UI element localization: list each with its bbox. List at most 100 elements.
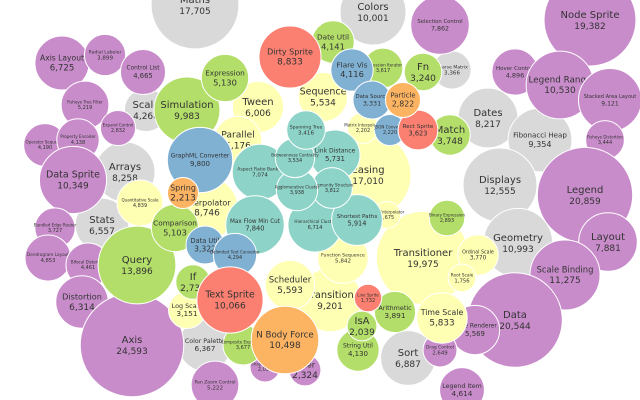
bubble-value: 17,010 [352, 177, 384, 187]
bubble-value: 9,121 [601, 100, 619, 107]
bubble-label: Legend Range [529, 76, 592, 86]
bubble-label: Delimited Text Converter [210, 249, 260, 254]
bubble-value: 20,544 [499, 322, 531, 332]
bubble-value: 1,675 [380, 215, 394, 221]
bubble [447, 263, 477, 293]
bubble [410, 0, 470, 55]
bubble-label: Transitioner [393, 248, 454, 259]
bubble-label: Ordinal Scale [462, 249, 494, 255]
bubble-label: Parallel [221, 130, 254, 141]
bubble-value: 3,891 [384, 311, 405, 320]
bubble-label: Shortest Paths [337, 214, 378, 220]
bubble-value: 2,039 [349, 328, 375, 338]
bubble-label: Query [122, 255, 152, 266]
bubble-value: 2,324 [292, 371, 318, 381]
bubble-label: Layout [591, 232, 625, 243]
bubble [353, 283, 383, 313]
bubble-label: Dates [473, 108, 502, 119]
bubble-label: Data Util [191, 237, 220, 245]
bubble-label: Interpolator [183, 199, 231, 208]
bubble-value: 4,116 [340, 69, 364, 79]
bubble-value: 2,220 [383, 130, 397, 136]
bubble-value: 5,593 [277, 286, 303, 296]
bubble-label: Transition [305, 290, 353, 301]
bubble-label: Max Flow Min Cut [230, 219, 281, 225]
bubble-label: Geometry [493, 233, 543, 244]
bubble-value: 2,732 [180, 284, 206, 294]
bubble-value: 3,366 [444, 70, 460, 76]
bubble-value: 20,859 [569, 197, 601, 207]
bubble-label: Legend Item [442, 383, 481, 390]
bubble-label: Scale [133, 100, 160, 111]
bubble-value: 6,725 [50, 63, 75, 73]
bubble-value: 1,732 [361, 298, 375, 304]
bubble-value: 10,530 [544, 86, 576, 96]
bubble-value: 7,862 [431, 25, 449, 32]
bubble-label: Dirty Sprite [267, 48, 313, 57]
bubble-value: 5,130 [213, 77, 237, 87]
bubble-value: 6,714 [308, 225, 324, 231]
bubble-value: 4,839 [133, 203, 147, 209]
bubble [119, 48, 167, 96]
bubble-label: Fn [417, 62, 429, 73]
bubble-label: Expression Iterator [364, 62, 402, 67]
bubble-label: Expand Control [103, 122, 134, 127]
bubble-value: 4,853 [41, 258, 56, 264]
bubble-value: 2,213 [170, 194, 196, 204]
bubble-value: 5,569 [465, 330, 485, 338]
bubble-value: 5,176 [225, 141, 251, 151]
bubble-value: 6,367 [195, 344, 216, 353]
bubble-value: 3,748 [437, 137, 463, 147]
bubble-value: 8,258 [112, 174, 138, 184]
bubble-label: Sort [398, 348, 419, 359]
bubble-value: 3,331 [363, 99, 381, 107]
bubble-value: 3,938 [290, 190, 304, 196]
bubble-value: 5,833 [429, 319, 454, 329]
bubble-label: N Body Force [256, 331, 313, 341]
bubble-label: Selection Control [417, 19, 462, 25]
bubble [99, 109, 137, 147]
bubble-value: 3,240 [410, 74, 436, 84]
bubble-value: 7,074 [252, 172, 268, 178]
bubble-value: 10,066 [214, 302, 246, 312]
bubble-label: Axis Layout [40, 53, 84, 62]
bubble-value: 3,534 [288, 158, 302, 164]
bubble-value: 3,812 [325, 188, 339, 194]
bubble [97, 225, 177, 305]
bubble [38, 145, 108, 215]
bubble-value: 2,832 [111, 128, 125, 134]
bubble-value: 4,130 [348, 350, 368, 358]
bubble-label: Line Sprite [357, 292, 379, 297]
bubble-value: 4,190 [38, 145, 52, 151]
bubble [196, 266, 264, 334]
bubble-label: Match [435, 125, 466, 136]
bubble-label: Fisheye Distortion [587, 134, 623, 139]
bubble-label: Quantitative Scale [122, 197, 159, 202]
bubble-label: Arithmetic [378, 304, 412, 312]
bubble [200, 53, 250, 103]
bubble-label: Fibonacci Heap [513, 131, 567, 140]
bubble-label: Community Structure [310, 182, 354, 187]
bubble-value: 3,623 [409, 130, 428, 138]
bubble [150, 0, 240, 50]
bubble-label: Spanning Tree [290, 124, 323, 130]
bubble-value: 8,833 [277, 58, 303, 68]
bubble-value: 9,800 [190, 160, 210, 168]
bubble-label: Control List [127, 66, 161, 72]
bubble [339, 0, 407, 46]
bubble-value: 3,617 [376, 68, 390, 74]
bubble-label: Hover Control [496, 66, 535, 72]
bubble-label: Spring [170, 184, 196, 193]
bubble-label: Bundled Edge Router [34, 222, 77, 227]
bubble-value: 2,202 [356, 128, 370, 134]
bubble-label: Date Util [317, 32, 349, 41]
bubble [190, 360, 240, 400]
bubble [373, 290, 417, 334]
bubble-label: Displays [479, 175, 521, 186]
bubble-value: 11,275 [549, 276, 581, 286]
bubble-value: 5,731 [325, 155, 345, 163]
bubble-value: 19,382 [574, 22, 606, 32]
bubble [331, 194, 383, 246]
bubble-label: Arrays [109, 162, 141, 173]
bubble-value: 2,893 [440, 218, 454, 224]
